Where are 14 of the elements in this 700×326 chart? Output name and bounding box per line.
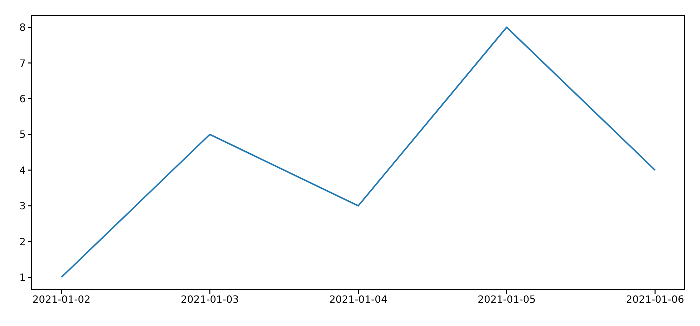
y-tick-label: 6 [20,94,26,106]
x-tick-label: 2021-01-06 [626,295,684,306]
y-tick-label: 5 [20,130,26,142]
x-tick-label: 2021-01-04 [329,295,388,306]
y-tick-label: 3 [20,202,26,213]
line-series [60,26,656,278]
y-tick-label: 7 [20,58,26,70]
y-tick-label: 1 [20,273,26,284]
x-tick-label: 2021-01-05 [478,295,536,306]
y-tick-label: 4 [20,166,26,177]
y-tick-label: 8 [20,23,26,34]
x-tick-label: 2021-01-02 [32,295,91,306]
x-tick-label: 2021-01-03 [181,295,240,306]
y-tick-label: 2 [20,237,26,248]
